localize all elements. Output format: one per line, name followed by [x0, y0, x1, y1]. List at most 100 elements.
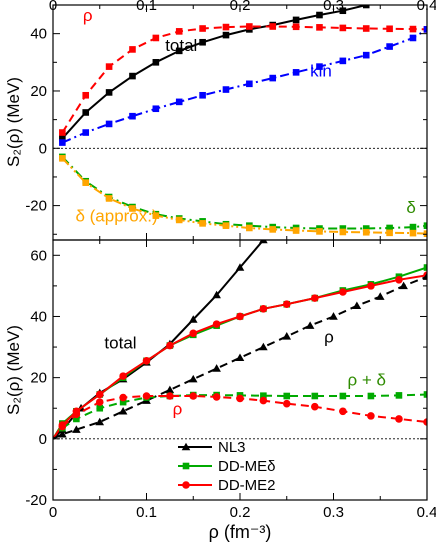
series-dd-me-item-point [119, 398, 127, 406]
series-dd-me-total-point [423, 264, 427, 271]
y-tick-label: 0 [39, 140, 47, 157]
series-kin-point [339, 57, 347, 65]
series-dd-me2-total-point [282, 300, 291, 309]
series-dd-me2-total-point [236, 312, 244, 321]
series-dd-me2-item-point [72, 410, 81, 419]
series-total-point [59, 134, 66, 142]
series-kin-point [423, 26, 427, 33]
series-nl3-item-point [235, 353, 245, 361]
series-nl3-item-point [329, 312, 338, 320]
series-dd-me2-item-point [166, 392, 174, 400]
lower-panel: -20 0 20 40 60 S₂(ρ) (MeV) total ρ ρ + δ ρ NL3 DD-M… [4, 181, 428, 509]
series-dd-me2-total-point [166, 341, 174, 350]
legend-marker [182, 462, 190, 470]
series-dd-me2-total-point [367, 282, 375, 290]
x-tick-label-top: 0 [49, 0, 57, 14]
series-item-point [386, 25, 393, 33]
series-item-point [386, 224, 393, 232]
series-approx-point [246, 224, 253, 232]
series-total-point [199, 38, 206, 46]
series-total-point [175, 47, 183, 55]
annotation-item: ρ [173, 399, 183, 418]
series-item-point [339, 225, 347, 232]
y-tick-label: 60 [30, 247, 47, 264]
series-total-point [152, 59, 160, 66]
legend-label-dd-me2: DD-ME2 [218, 477, 276, 494]
series-total-point [292, 16, 300, 24]
legend-marker [181, 442, 191, 451]
series-approx-point [292, 227, 300, 234]
y-axis-label: S₂(ρ) (MeV) [4, 325, 23, 415]
series-item-point [82, 91, 90, 99]
x-tick-label-bottom: 0.2 [230, 504, 251, 521]
series-item-point [199, 25, 206, 32]
x-tick-label-bottom: 0.3 [323, 504, 344, 521]
series-nl3-total-point [306, 181, 315, 189]
series-total-point [82, 109, 90, 116]
series-dd-me2-item-point [395, 415, 403, 423]
series-nl3-item-point [95, 417, 105, 426]
x-axis-label: ρ (fm⁻³) [209, 522, 272, 542]
series-dd-me2-item-point [339, 407, 347, 416]
series-total-point [316, 11, 323, 19]
series-approx-point [222, 222, 230, 229]
series-dd-me2-item-point [311, 402, 319, 411]
series-item-point [59, 129, 66, 136]
series-approx-point [82, 179, 90, 186]
series-approx-point [129, 205, 136, 212]
series-dd-me2-item-point [189, 392, 198, 400]
series-dd-me2-total-point [395, 275, 403, 284]
x-tick-label-top: 0.2 [230, 0, 251, 14]
series-kin-point [316, 63, 323, 70]
series-approx-point [316, 228, 323, 235]
legend-marker [182, 481, 190, 489]
series-dd-me-item-point [367, 392, 375, 400]
series-dd-me2-item-point [58, 422, 67, 431]
annotation-item: ρ [324, 327, 334, 346]
series-dd-me2-total-point [212, 320, 221, 328]
series-dd-me-item-point [96, 404, 104, 412]
series-item-point [129, 46, 136, 53]
series-item-point [105, 63, 113, 70]
series-item-line [61, 25, 427, 134]
y-tick-label: 40 [30, 308, 47, 325]
series-dd-me2-total-point [189, 329, 198, 338]
annotation-item: ρ + δ [348, 370, 387, 389]
annotation-kin: kin [310, 62, 332, 81]
series-dd-me2-item-point [212, 393, 221, 401]
y-tick-label: -20 [25, 198, 47, 215]
series-kin-point [269, 74, 277, 82]
series-kin-point [199, 91, 206, 99]
series-nl3-item-point [399, 281, 408, 290]
series-nl3-total-point [212, 290, 221, 299]
series-dd-me2-total-point [339, 288, 347, 296]
series-approx-point [386, 229, 393, 237]
y-tick-label: 0 [39, 431, 47, 448]
series-approx-point [339, 228, 347, 236]
series-approx-point [59, 155, 66, 162]
series-nl3-item-point [72, 425, 81, 433]
series-kin-point [409, 34, 417, 42]
series-item-line [61, 156, 427, 230]
series-item-point [175, 28, 183, 35]
series-item-point [222, 23, 230, 31]
series-total-point [129, 72, 136, 80]
series-item-point [362, 225, 370, 232]
series-dd-me-item-point [73, 415, 80, 423]
series-kin-point [386, 43, 393, 50]
series-dd-me2-item-point [423, 418, 427, 426]
x-tick-label-bottom: 0 [49, 504, 57, 521]
series-kin-point [222, 86, 230, 93]
series-approx-point [175, 216, 183, 224]
series-dd-me2-item-point [236, 394, 244, 403]
series-total-point [105, 89, 113, 96]
annotation-total: total [165, 36, 197, 55]
series-dd-me-item-point [339, 392, 347, 400]
y-tick-label: 20 [30, 370, 47, 387]
annotation-total: total [104, 334, 136, 353]
series-item-point [423, 222, 427, 229]
upper-panel: -20 0 20 40 S₂(ρ) (MeV) ρ total kin δ δ (approx.) [4, 4, 428, 241]
series-total-line [61, 5, 367, 139]
x-tick-label-bottom: 0.1 [136, 504, 157, 521]
